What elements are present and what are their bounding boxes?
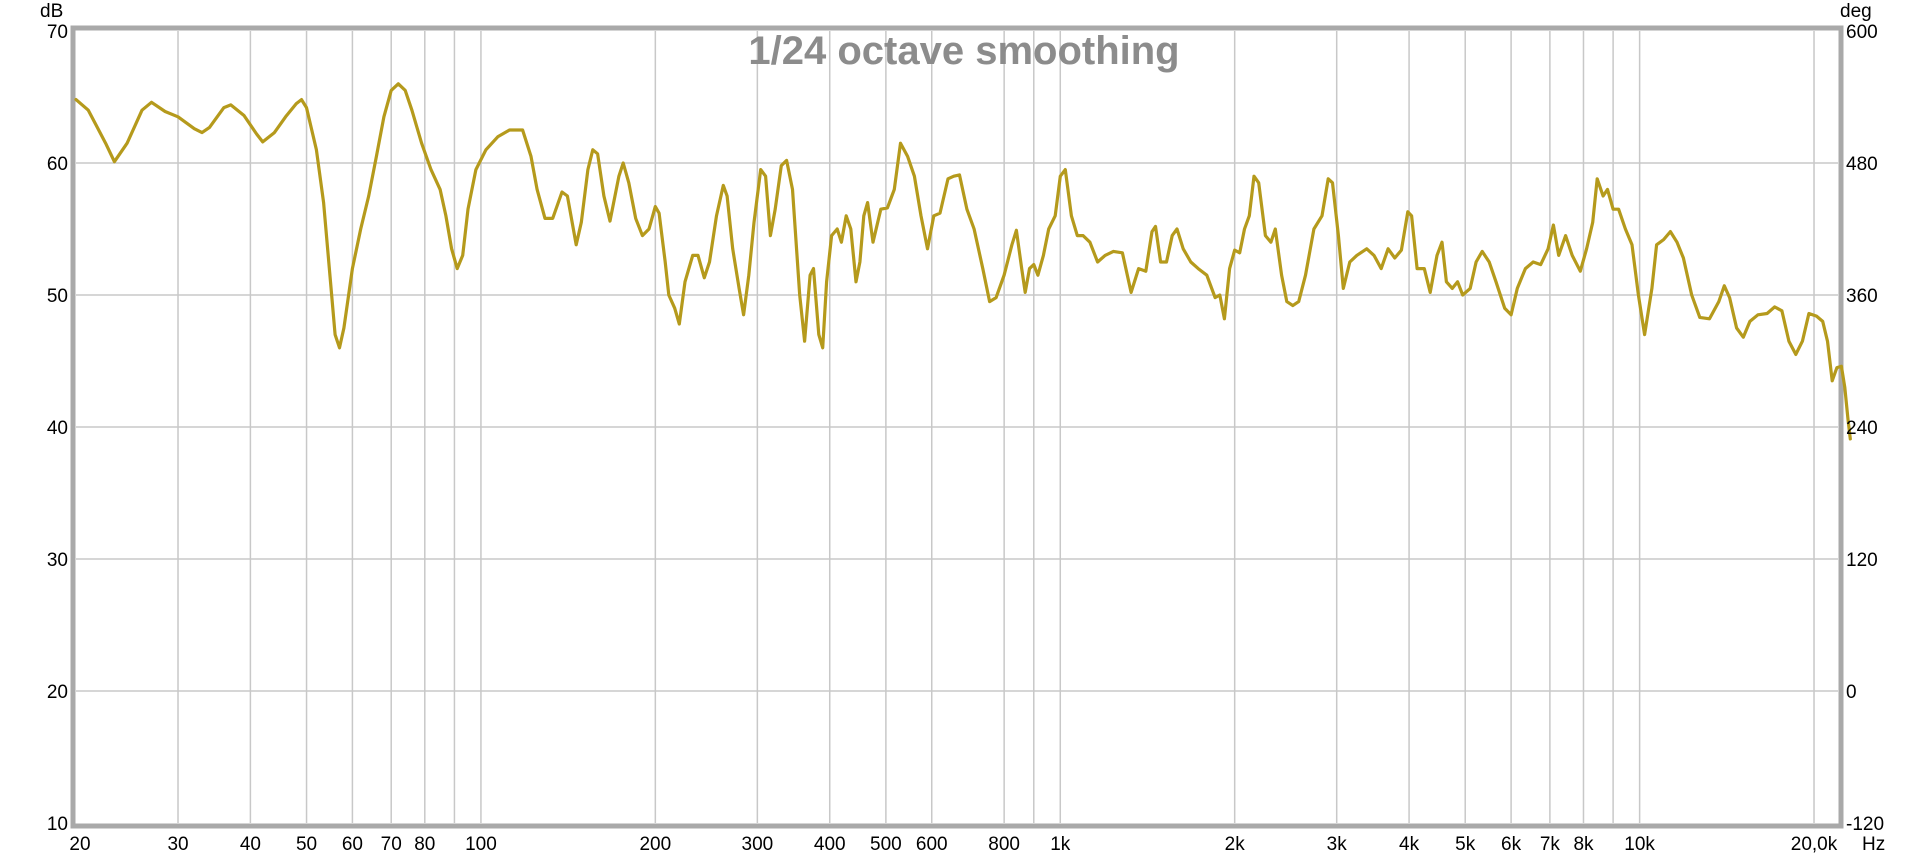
x-tick-label: 7k [1540, 834, 1561, 855]
y-right-unit-label: deg [1840, 1, 1872, 22]
x-tick-label: 50 [296, 834, 317, 855]
x-tick-label: 500 [870, 834, 902, 855]
x-tick-label: 8k [1573, 834, 1594, 855]
y-left-tick-label: 60 [47, 154, 68, 175]
y-right-tick-label: 0 [1846, 682, 1857, 703]
x-tick-label: 5k [1455, 834, 1476, 855]
y-right-tick-label: 480 [1846, 154, 1878, 175]
y-left-tick-label: 50 [47, 286, 68, 307]
plot-frame-layer [70, 25, 1844, 829]
y-right-tick-label: 240 [1846, 418, 1878, 439]
x-tick-label: 100 [465, 834, 497, 855]
y-right-tick-label: 120 [1846, 550, 1878, 571]
y-right-tick-label: 600 [1846, 22, 1878, 43]
y-left-tick-label: 30 [47, 550, 68, 571]
chart-title: 1/24 octave smoothing [748, 29, 1179, 73]
plot-frame [70, 25, 1844, 829]
spl-curve [74, 82, 1852, 441]
y-left-tick-label: 40 [47, 418, 68, 439]
y-left-unit-label: dB [40, 1, 63, 22]
series-layer [74, 82, 1852, 441]
y-left-tick-label: 70 [47, 22, 68, 43]
x-tick-label: 4k [1399, 834, 1420, 855]
x-tick-label: 200 [639, 834, 671, 855]
x-tick-label: 20,0k [1791, 834, 1838, 855]
x-tick-label: 10k [1624, 834, 1655, 855]
x-tick-label: 40 [240, 834, 261, 855]
x-tick-label: 3k [1327, 834, 1348, 855]
x-tick-label: 300 [742, 834, 774, 855]
x-tick-label: 30 [167, 834, 188, 855]
x-tick-label: 60 [342, 834, 363, 855]
x-tick-label: 600 [916, 834, 948, 855]
x-tick-label: 80 [414, 834, 435, 855]
y-left-tick-label: 10 [47, 814, 68, 835]
axis-layer: 20 30 40 50 60 70 80 100 200 300 400 500 600 800 1k 2k 3… [47, 22, 1884, 855]
y-right-tick-label: 360 [1846, 286, 1878, 307]
x-tick-label: 2k [1225, 834, 1246, 855]
x-tick-label: 800 [988, 834, 1020, 855]
x-tick-label: 70 [381, 834, 402, 855]
x-unit-label: Hz [1862, 834, 1885, 855]
x-tick-label: 6k [1501, 834, 1522, 855]
x-tick-label: 20 [69, 834, 90, 855]
x-tick-label: 400 [814, 834, 846, 855]
grid-layer [76, 31, 1838, 823]
x-tick-label: 1k [1050, 834, 1071, 855]
y-left-tick-label: 20 [47, 682, 68, 703]
y-right-tick-label: -120 [1846, 814, 1884, 835]
